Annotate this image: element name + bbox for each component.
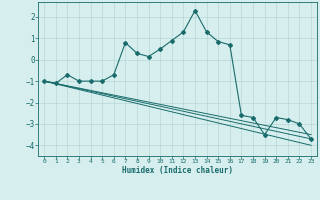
X-axis label: Humidex (Indice chaleur): Humidex (Indice chaleur)	[122, 166, 233, 175]
